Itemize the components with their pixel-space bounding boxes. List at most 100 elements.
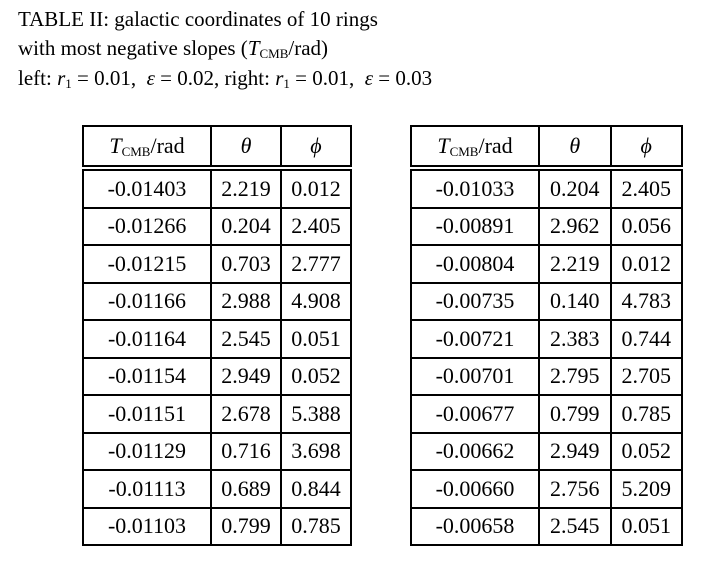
cell-theta: 0.799: [538, 394, 612, 434]
table-row: -0.00677 0.799 0.785: [410, 394, 683, 434]
cell-theta: 2.678: [210, 394, 282, 434]
cell-tcmb: -0.00662: [410, 431, 540, 471]
header-theta: θ: [538, 125, 612, 169]
cell-theta: 2.949: [210, 356, 282, 396]
caption-line-3: left: r1 = 0.01, ε = 0.02, right: r1 = 0…: [18, 64, 432, 98]
table-row: -0.00891 2.962 0.056: [410, 206, 683, 246]
table-row: -0.00658 2.545 0.051: [410, 506, 683, 546]
cell-theta: 0.716: [210, 431, 282, 471]
cell-phi: 0.744: [609, 319, 683, 359]
caption-line-2: with most negative slopes (TCMB/rad): [18, 34, 328, 68]
cell-theta: 0.689: [210, 469, 282, 509]
table-row: -0.01166 2.988 4.908: [82, 281, 352, 321]
table-row: -0.00662 2.949 0.052: [410, 431, 683, 471]
table-row: -0.01103 0.799 0.785: [82, 506, 352, 546]
caption-math-sub: 1: [65, 76, 72, 91]
caption-math: ε: [364, 66, 374, 90]
table-row: -0.01151 2.678 5.388: [82, 394, 352, 434]
cell-phi: 0.051: [609, 506, 683, 546]
cell-tcmb: -0.01154: [82, 356, 212, 396]
cell-theta: 2.219: [538, 244, 612, 284]
table-row: -0.00804 2.219 0.012: [410, 244, 683, 284]
caption-text: left:: [18, 66, 58, 90]
cell-theta: 0.204: [538, 167, 612, 209]
table-row: -0.01113 0.689 0.844: [82, 469, 352, 509]
cell-tcmb: -0.00804: [410, 244, 540, 284]
table-row: -0.01215 0.703 2.777: [82, 244, 352, 284]
header-row: TCMB/rad θ ϕ: [410, 125, 683, 169]
cell-phi: 0.052: [280, 356, 352, 396]
cell-theta: 0.140: [538, 281, 612, 321]
cell-tcmb: -0.00658: [410, 506, 540, 546]
caption-text: = 0.01,: [289, 66, 365, 90]
cell-phi: 2.777: [280, 244, 352, 284]
caption-text: = 0.01,: [71, 66, 147, 90]
cell-phi: 2.405: [609, 167, 683, 209]
cell-phi: 0.785: [280, 506, 352, 546]
header-tcmb: TCMB/rad: [82, 125, 212, 169]
table-row: -0.01403 2.219 0.012: [82, 167, 352, 209]
caption-math: ε: [146, 66, 155, 90]
cell-tcmb: -0.00891: [410, 206, 540, 246]
caption-text: = 0.02, right:: [154, 66, 276, 90]
header-row: TCMB/rad θ ϕ: [82, 125, 352, 169]
cell-phi: 0.056: [609, 206, 683, 246]
cell-theta: 2.949: [538, 431, 612, 471]
table-row: -0.01033 0.204 2.405: [410, 167, 683, 209]
cell-tcmb: -0.01266: [82, 206, 212, 246]
cell-phi: 4.908: [280, 281, 352, 321]
cell-theta: 2.962: [538, 206, 612, 246]
caption-math: r: [57, 66, 66, 90]
cell-theta: 2.795: [538, 356, 612, 396]
cell-theta: 2.988: [210, 281, 282, 321]
cell-theta: 2.383: [538, 319, 612, 359]
table-row: -0.01266 0.204 2.405: [82, 206, 352, 246]
cell-phi: 0.051: [280, 319, 352, 359]
left-table: TCMB/rad θ ϕ -0.01403 2.219 0.012 -0.01266 0.20…: [82, 125, 352, 546]
caption-text: with most negative slopes (: [18, 36, 248, 60]
cell-phi: 0.052: [609, 431, 683, 471]
cell-tcmb: -0.01033: [410, 167, 540, 209]
table-row: -0.00735 0.140 4.783: [410, 281, 683, 321]
cell-tcmb: -0.01103: [82, 506, 212, 546]
cell-theta: 0.703: [210, 244, 282, 284]
header-tcmb: TCMB/rad: [410, 125, 540, 169]
cell-tcmb: -0.00660: [410, 469, 540, 509]
cell-tcmb: -0.01403: [82, 167, 212, 209]
caption-text: /rad): [288, 36, 329, 60]
cell-tcmb: -0.01215: [82, 244, 212, 284]
cell-tcmb: -0.01129: [82, 431, 212, 471]
cell-theta: 0.204: [210, 206, 282, 246]
table-row: -0.00660 2.756 5.209: [410, 469, 683, 509]
cell-phi: 0.012: [609, 244, 683, 284]
table-row: -0.01164 2.545 0.051: [82, 319, 352, 359]
cell-tcmb: -0.00735: [410, 281, 540, 321]
header-theta: θ: [210, 125, 282, 169]
cell-phi: 5.388: [280, 394, 352, 434]
cell-tcmb: -0.00677: [410, 394, 540, 434]
caption-math: T: [247, 36, 260, 60]
header-phi: ϕ: [609, 125, 683, 169]
cell-phi: 5.209: [609, 469, 683, 509]
cell-tcmb: -0.00721: [410, 319, 540, 359]
table-row: -0.00701 2.795 2.705: [410, 356, 683, 396]
caption-text: = 0.03: [373, 66, 433, 90]
header-phi: ϕ: [280, 125, 352, 169]
cell-phi: 2.705: [609, 356, 683, 396]
cell-phi: 0.844: [280, 469, 352, 509]
cell-phi: 2.405: [280, 206, 352, 246]
cell-tcmb: -0.01164: [82, 319, 212, 359]
cell-tcmb: -0.00701: [410, 356, 540, 396]
cell-theta: 2.545: [210, 319, 282, 359]
cell-phi: 3.698: [280, 431, 352, 471]
caption-math-sub: CMB: [259, 46, 289, 61]
caption-math-sub: 1: [283, 76, 290, 91]
cell-phi: 4.783: [609, 281, 683, 321]
cell-tcmb: -0.01151: [82, 394, 212, 434]
cell-phi: 0.012: [280, 167, 352, 209]
cell-phi: 0.785: [609, 394, 683, 434]
cell-theta: 2.545: [538, 506, 612, 546]
cell-theta: 0.799: [210, 506, 282, 546]
caption-line-1: TABLE II: galactic coordinates of 10 rin…: [18, 7, 378, 31]
caption-math: r: [275, 66, 284, 90]
